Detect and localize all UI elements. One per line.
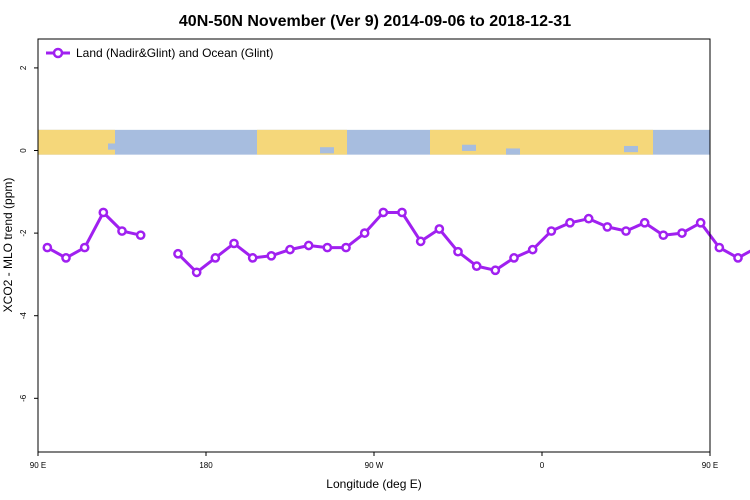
map-coast-detail <box>624 145 638 153</box>
legend-marker-swatch <box>52 47 64 59</box>
data-point <box>247 253 258 263</box>
y-tick-label: 2 <box>19 65 28 70</box>
x-axis-label: Longitude (deg E) <box>326 477 421 491</box>
series-layer <box>42 207 750 278</box>
x-tick-label: 0 <box>540 461 545 470</box>
data-point <box>117 226 127 236</box>
data-point <box>322 242 333 253</box>
data-point <box>229 238 239 249</box>
data-point <box>658 230 669 241</box>
series-line-segment <box>176 211 750 274</box>
map-coast-detail <box>108 143 122 150</box>
map-coast-detail <box>320 147 334 154</box>
data-point <box>527 244 538 255</box>
data-point <box>359 228 370 238</box>
world-map-strip <box>38 129 710 155</box>
data-point <box>98 207 109 218</box>
data-point <box>210 253 221 263</box>
x-tick-label: 90 W <box>365 461 384 470</box>
map-coast-detail <box>506 148 520 155</box>
axes: 90 E 180 90 W 0 90 E 2 0 -2 -4 -6 <box>19 65 718 470</box>
data-point <box>173 248 183 259</box>
x-tick-label: 90 E <box>702 461 718 470</box>
y-tick-label: -4 <box>19 312 28 320</box>
data-point <box>677 228 687 238</box>
data-point <box>583 213 594 224</box>
plot-frame <box>37 38 711 453</box>
data-point <box>471 261 482 271</box>
chart-title: 40N-50N November (Ver 9) 2014-09-06 to 2… <box>179 13 571 30</box>
data-point <box>565 217 575 228</box>
data-point <box>397 207 407 218</box>
data-point <box>733 253 743 263</box>
data-point <box>266 250 277 261</box>
data-point <box>61 253 71 263</box>
data-point <box>602 222 613 232</box>
legend: Land (Nadir&Glint) and Ocean (Glint) <box>46 46 273 60</box>
data-point <box>714 242 725 253</box>
legend-label: Land (Nadir&Glint) and Ocean (Glint) <box>76 46 273 60</box>
data-point <box>434 224 445 234</box>
x-tick-label: 180 <box>199 461 213 470</box>
data-point <box>546 226 557 236</box>
y-axis-label: XCO2 - MLO trend (ppm) <box>1 178 15 313</box>
data-point <box>695 217 706 228</box>
y-tick-label: 0 <box>19 148 28 153</box>
data-point <box>79 242 90 253</box>
series-line-segment <box>46 211 142 260</box>
data-point <box>42 242 53 253</box>
y-tick-label: -6 <box>19 394 28 402</box>
data-point <box>341 242 351 253</box>
data-point <box>639 217 650 228</box>
data-point <box>285 244 295 255</box>
data-point <box>191 267 202 278</box>
data-point <box>490 265 501 276</box>
data-point <box>509 253 519 263</box>
data-point <box>415 236 426 247</box>
x-tick-label: 90 E <box>30 461 46 470</box>
data-point <box>303 240 314 251</box>
data-point <box>135 230 146 241</box>
map-land-1 <box>38 129 115 155</box>
data-point <box>378 207 389 218</box>
y-tick-label: -2 <box>19 229 28 237</box>
map-coast-detail <box>462 144 476 151</box>
data-point <box>453 246 463 257</box>
data-point <box>621 226 631 236</box>
